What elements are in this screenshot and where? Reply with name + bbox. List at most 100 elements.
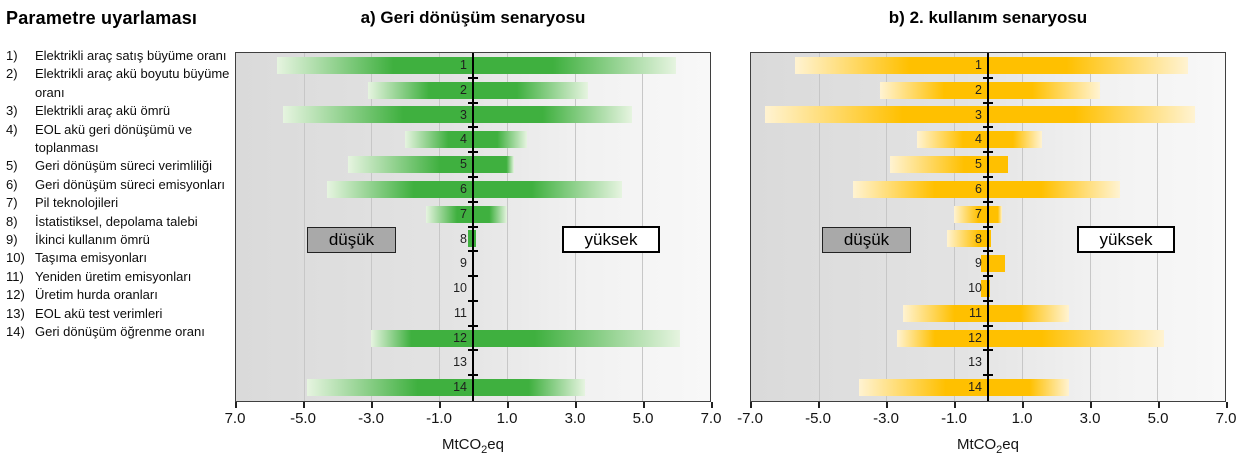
x-axis-tick-label: 5.0 bbox=[632, 410, 654, 427]
row-number-label: 2 bbox=[460, 82, 467, 97]
zero-axis-tick bbox=[983, 349, 993, 352]
plot-area-recycling: 1 2 3 4 5 6 7 8 9 10 11 12 13 14 düşük yüksek bbox=[235, 52, 711, 402]
parameter-number: 11) bbox=[6, 268, 24, 284]
zero-axis-tick bbox=[983, 250, 993, 253]
chart-second-use-scenario: b) 2. kullanım senaryosu 1 2 3 4 5 6 7 8 9 10 11 12… bbox=[737, 0, 1236, 460]
zero-axis-tick bbox=[983, 275, 993, 278]
zero-axis-tick bbox=[468, 299, 478, 302]
x-axis-tick-label: 3.0 bbox=[564, 410, 586, 427]
parameter-legend: Parametre uyarlaması 1) Elektrikli araç s… bbox=[6, 8, 234, 342]
row-number-label: 5 bbox=[460, 157, 467, 172]
row-number-label: 12 bbox=[453, 330, 467, 345]
row-number-label: 2 bbox=[975, 82, 982, 97]
zero-axis-tick bbox=[983, 225, 993, 228]
parameter-text: Geri dönüşüm öğrenme oranı bbox=[35, 324, 205, 340]
zero-axis-tick bbox=[468, 324, 478, 327]
x-axis-tick-label: -7.0 bbox=[737, 410, 763, 427]
x-axis-tick-label: -1.0 bbox=[941, 410, 967, 427]
x-axis-tick-label: -5.0 bbox=[805, 410, 831, 427]
row-number-label: 10 bbox=[968, 281, 982, 296]
chart-title-second-use: b) 2. kullanım senaryosu bbox=[888, 8, 1088, 27]
parameter-number: 10) bbox=[6, 250, 25, 266]
parameter-item: 6) Geri dönüşüm süreci emisyonları bbox=[6, 176, 234, 194]
parameter-text: İkinci kullanım ömrü bbox=[35, 232, 150, 248]
x-axis-tick bbox=[371, 402, 373, 408]
tornado-bar-3 bbox=[283, 106, 633, 124]
zero-axis-tick bbox=[468, 126, 478, 129]
parameter-item: 2) Elektrikli araç akü boyutu büyüme oran… bbox=[6, 65, 234, 102]
gridline bbox=[1021, 53, 1023, 401]
row-number-label: 3 bbox=[460, 107, 467, 122]
zero-axis-tick bbox=[983, 374, 993, 377]
x-axis-tick-label: 7.0 bbox=[700, 410, 722, 427]
tornado-bar-4 bbox=[916, 131, 1043, 149]
zero-axis-tick bbox=[468, 275, 478, 278]
tornado-bar-10 bbox=[981, 279, 990, 297]
x-axis-tick bbox=[954, 402, 956, 408]
x-axis-tick-label: 7.0 bbox=[1215, 410, 1237, 427]
tornado-bar-1 bbox=[276, 56, 677, 74]
parameter-number: 9) bbox=[6, 232, 18, 248]
row-number-label: 5 bbox=[975, 157, 982, 172]
x-axis-tick bbox=[711, 402, 713, 408]
zero-axis-tick bbox=[983, 151, 993, 154]
parameter-item: 8) İstatistiksel, depolama talebi bbox=[6, 213, 234, 231]
gridline bbox=[818, 53, 820, 401]
x-axis-unit-subscript: 2 bbox=[996, 444, 1003, 456]
row-number-label: 8 bbox=[975, 231, 982, 246]
tornado-bar-14 bbox=[307, 379, 585, 397]
parameter-item: 3) Elektrikli araç akü ömrü bbox=[6, 102, 234, 120]
annotation-low-label: düşük bbox=[307, 227, 396, 253]
parameter-number: 4) bbox=[6, 121, 18, 137]
row-number-label: 8 bbox=[460, 231, 467, 246]
parameter-text: Elektrikli araç akü boyutu büyüme oranı bbox=[35, 66, 230, 100]
parameter-text: Elektrikli araç satış büyüme oranı bbox=[35, 48, 227, 63]
x-axis-tick bbox=[886, 402, 888, 408]
x-axis-tick-label: 1.0 bbox=[496, 410, 518, 427]
annotation-low-label: düşük bbox=[822, 227, 911, 253]
x-axis-tick bbox=[1158, 402, 1160, 408]
parameter-number: 2) bbox=[6, 66, 18, 82]
x-axis-unit-subscript: 2 bbox=[481, 444, 488, 456]
x-axis-label-second-use: MtCO2eq bbox=[750, 436, 1226, 456]
parameter-text: Geri dönüşüm süreci verimliliği bbox=[35, 158, 212, 174]
x-axis-tick bbox=[507, 402, 509, 408]
zero-axis-tick bbox=[983, 299, 993, 302]
zero-axis-tick bbox=[468, 250, 478, 253]
parameter-item: 13) EOL akü test verimleri bbox=[6, 305, 234, 323]
zero-axis-tick bbox=[983, 126, 993, 129]
parameter-text: Üretim hurda oranları bbox=[35, 287, 158, 303]
annotation-high-label: yüksek bbox=[1077, 226, 1175, 253]
zero-axis-tick bbox=[983, 175, 993, 178]
row-number-label: 3 bbox=[975, 107, 982, 122]
x-axis-tick-label: -3.0 bbox=[873, 410, 899, 427]
tornado-bar-8 bbox=[947, 230, 992, 248]
parameter-number: 12) bbox=[6, 287, 25, 303]
tornado-bar-14 bbox=[859, 379, 1070, 397]
parameter-item: 9) İkinci kullanım ömrü bbox=[6, 231, 234, 249]
x-axis-unit-suffix: eq bbox=[1002, 436, 1019, 453]
x-axis-tick bbox=[1022, 402, 1024, 408]
tornado-bar-6 bbox=[327, 180, 622, 198]
x-axis-tick-label: 5.0 bbox=[1147, 410, 1169, 427]
annotation-high-label: yüksek bbox=[562, 226, 660, 253]
zero-axis-tick bbox=[983, 101, 993, 104]
tornado-bar-3 bbox=[764, 106, 1195, 124]
row-number-label: 12 bbox=[968, 330, 982, 345]
row-number-label: 13 bbox=[968, 355, 982, 370]
row-number-label: 6 bbox=[460, 181, 467, 196]
x-axis-tick-label: 1.0 bbox=[1011, 410, 1033, 427]
tornado-bar-12 bbox=[896, 329, 1165, 347]
parameter-number: 6) bbox=[6, 176, 18, 192]
row-number-label: 9 bbox=[460, 256, 467, 271]
parameter-text: Taşıma emisyonları bbox=[35, 250, 147, 266]
x-axis-tick bbox=[643, 402, 645, 408]
row-number-label: 11 bbox=[969, 305, 982, 320]
zero-axis-tick bbox=[468, 101, 478, 104]
tornado-bar-7 bbox=[954, 205, 1002, 223]
tornado-bar-1 bbox=[795, 56, 1188, 74]
tornado-bar-12 bbox=[371, 329, 680, 347]
row-number-label: 4 bbox=[975, 132, 982, 147]
tornado-bar-11 bbox=[903, 304, 1070, 322]
